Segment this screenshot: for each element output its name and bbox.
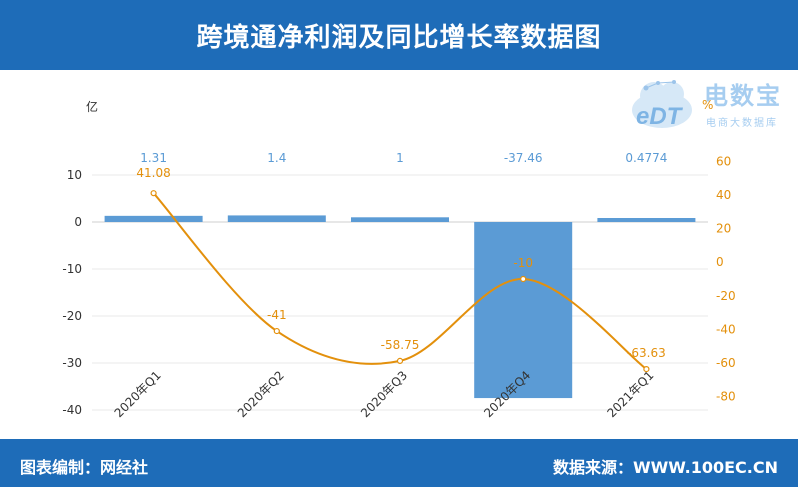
chart-title: 跨境通净利润及同比增长率数据图 bbox=[196, 22, 602, 53]
x-tick-label: 2020年Q3 bbox=[358, 368, 410, 420]
line-point bbox=[396, 357, 404, 364]
y-right-tick: 60 bbox=[716, 154, 731, 168]
y-left-tick: 0 bbox=[74, 215, 82, 229]
cloud-logo-icon bbox=[632, 80, 692, 128]
y-right-tick: 40 bbox=[716, 188, 731, 202]
y-left-tick: -30 bbox=[62, 356, 82, 370]
bar bbox=[597, 218, 696, 222]
footer-credit: 图表编制：网经社 bbox=[20, 458, 149, 477]
bar bbox=[351, 217, 449, 222]
y-left-tick: -10 bbox=[62, 262, 82, 276]
bar-value-label: 1 bbox=[396, 151, 404, 165]
y-right-unit: % bbox=[702, 98, 713, 112]
footer-source: 数据来源：WWW.100EC.CN bbox=[552, 458, 778, 477]
x-tick-label: 2020年Q2 bbox=[235, 368, 287, 420]
y-left-tick: -40 bbox=[62, 403, 82, 417]
y-right-tick: 0 bbox=[716, 255, 724, 269]
bar-value-label: -37.46 bbox=[504, 151, 543, 165]
line-point bbox=[150, 190, 157, 197]
y-left-unit: 亿 bbox=[86, 99, 98, 114]
y-right-tick: -40 bbox=[716, 322, 736, 336]
x-tick-label: 2021年Q1 bbox=[604, 368, 656, 420]
bar-value-label: 1.31 bbox=[140, 151, 167, 165]
logo-name: 电数宝 bbox=[704, 82, 782, 110]
line-value-label: -63.63 bbox=[627, 346, 666, 360]
line-value-label: -58.75 bbox=[381, 338, 420, 352]
y-right-tick: -80 bbox=[716, 390, 736, 404]
footer-bar: 图表编制：网经社 数据来源：WWW.100EC.CN bbox=[0, 439, 798, 487]
logo-tagline: 电商大数据库 bbox=[706, 116, 778, 129]
bar bbox=[104, 215, 203, 222]
y-left-tick: -20 bbox=[62, 309, 82, 323]
logo: eDT 电数宝 电商大数据库 bbox=[628, 74, 796, 136]
line-value-label: -41 bbox=[267, 308, 287, 322]
logo-mark: eDT bbox=[636, 103, 684, 130]
line-point bbox=[273, 327, 280, 335]
line-value-label: 41.08 bbox=[136, 166, 170, 180]
bar bbox=[227, 215, 326, 222]
y-left-tick: 10 bbox=[67, 168, 82, 182]
chart-area: 1.31 1.4 1 -37.46 0.4774 41.08 -41 -58.75 -10 -63… bbox=[0, 70, 798, 439]
y-right-tick: -60 bbox=[716, 356, 736, 370]
combo-chart: 1.31 1.4 1 -37.46 0.4774 41.08 -41 -58.75 -10 -63… bbox=[62, 98, 736, 420]
line-point bbox=[643, 365, 650, 373]
y-right-tick: -20 bbox=[716, 289, 736, 303]
x-tick-label: 2020年Q1 bbox=[112, 368, 164, 420]
y-right-tick: 20 bbox=[716, 222, 731, 236]
line-point bbox=[520, 275, 527, 283]
line-value-label: -10 bbox=[513, 256, 533, 270]
bar-value-label: 1.4 bbox=[267, 151, 286, 165]
header-bar: 跨境通净利润及同比增长率数据图 bbox=[0, 0, 798, 70]
bar bbox=[474, 222, 573, 399]
bar-value-label: 0.4774 bbox=[625, 151, 667, 165]
